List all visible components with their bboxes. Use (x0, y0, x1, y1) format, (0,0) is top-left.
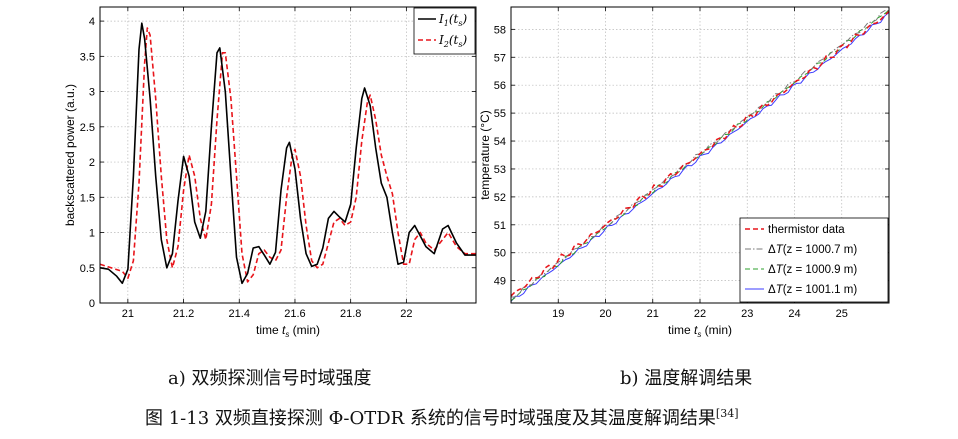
chart-a-ytick-label: 3.5 (80, 51, 95, 63)
chart-b-xtick-label: 20 (599, 308, 611, 320)
chart-b-xtick-label: 22 (694, 308, 706, 320)
chart-b-xtick-label: 25 (836, 308, 848, 320)
chart-a-xtick-label: 21.2 (173, 308, 194, 320)
figure-caption: 图 1-13 双频直接探测 Φ-OTDR 系统的信号时域强度及其温度解调结果[3… (145, 404, 739, 430)
chart-b-xtick-label: 19 (552, 308, 564, 320)
chart-a-x-axis-label: time ts (min) (256, 323, 320, 339)
chart-a-ytick-label: 1 (89, 228, 95, 240)
chart-b-ytick-label: 51 (494, 220, 506, 232)
chart-b-y-axis-label: temperature (°C) (478, 110, 492, 200)
chart-a-xtick-label: 22 (400, 308, 412, 320)
chart-a-xtick-label: 21 (122, 308, 134, 320)
chart-a-plot-bg (100, 7, 476, 303)
chart-a-plot-frame (99, 6, 477, 304)
chart-a-ytick-label: 2.5 (80, 122, 95, 134)
chart-a-ytick-label: 0 (89, 298, 95, 310)
chart-b-legend-box (739, 217, 889, 303)
chart-a-ytick-label: 4 (89, 16, 95, 28)
chart-b-xtick-label: 23 (741, 308, 753, 320)
chart-b-ytick-label: 52 (494, 192, 506, 204)
chart-a-ytick-label: 1.5 (80, 192, 95, 204)
figure-caption-ref: [34] (715, 407, 739, 420)
chart-a-series-1-line (100, 22, 476, 285)
chart-b-series-1-line (511, 10, 889, 297)
chart-b-xtick-label: 24 (788, 308, 800, 320)
chart-a-xtick-label: 21.8 (340, 308, 361, 320)
chart-a-xtick-label: 21.6 (284, 308, 305, 320)
chart-b-legend-label-2: ΔT(z = 1000.7 m) (768, 244, 857, 256)
chart-b-legend-label-3: ΔT(z = 1000.9 m) (768, 264, 857, 276)
chart-b-ytick-label: 54 (494, 136, 506, 148)
subcaption-b: b) 温度解调结果 (620, 368, 753, 389)
chart-b-ytick-label: 50 (494, 248, 506, 260)
figure-caption-text: 图 1-13 双频直接探测 Φ-OTDR 系统的信号时域强度及其温度解调结果 (145, 408, 716, 429)
chart-a-y-axis-label: backscattered power (a.u.) (63, 84, 77, 226)
chart-b-ytick-label: 53 (494, 164, 506, 176)
chart-a: 21 21.2 21.4 21.6 21.8 22 0 0.5 1 1.5 2 2.5 3 3.5 4 I1(… (63, 6, 477, 339)
chart-b-series-3-line (511, 9, 889, 302)
chart-b-legend-label-4: ΔT(z = 1001.1 m) (768, 284, 857, 296)
chart-a-ytick-label: 0.5 (80, 263, 95, 275)
chart-a-legend-box (413, 7, 476, 55)
chart-b-legend-label-1: thermistor data (768, 224, 845, 236)
chart-a-legend-label-2: I2(ts) (438, 33, 467, 49)
chart-a-ytick-label: 3 (89, 87, 95, 99)
chart-b: 19 20 21 22 23 24 25 49 50 51 52 53 54 55 56 57 58 thermi… (478, 6, 890, 339)
chart-a-legend: I1(ts) I2(ts) (413, 7, 476, 55)
chart-b-x-axis-label: time ts (min) (668, 323, 732, 339)
chart-b-ytick-label: 55 (494, 108, 506, 120)
chart-a-ytick-label: 2 (89, 157, 95, 169)
subcaption-a: a) 双频探测信号时域强度 (168, 368, 372, 389)
chart-b-legend: thermistor data ΔT(z = 1000.7 m) ΔT(z = 10… (739, 217, 889, 303)
chart-b-xtick-label: 21 (647, 308, 659, 320)
chart-b-ytick-label: 57 (494, 52, 506, 64)
chart-a-legend-label-1: I1(ts) (438, 12, 467, 28)
chart-b-plot-frame (510, 6, 890, 304)
chart-a-xtick-label: 21.4 (229, 308, 250, 320)
chart-b-ytick-label: 49 (494, 276, 506, 288)
chart-b-ytick-label: 56 (494, 80, 506, 92)
chart-b-ytick-label: 58 (494, 24, 506, 36)
